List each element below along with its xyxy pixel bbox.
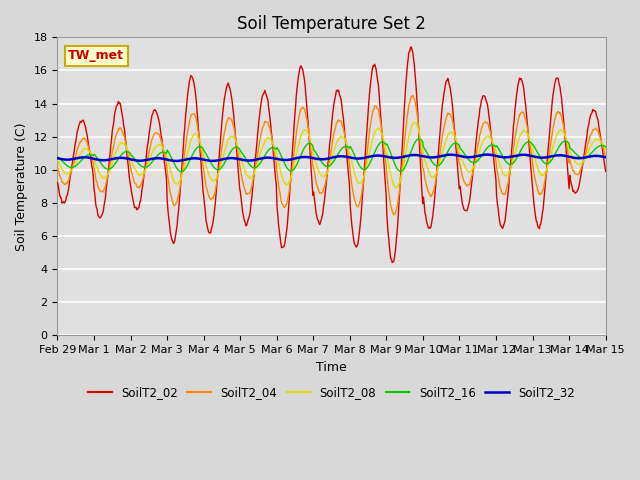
SoilT2_02 — [388, 260, 396, 265]
SoilT2_32 — [177, 158, 184, 164]
SoilT2_32 — [54, 156, 61, 161]
SoilT2_04 — [63, 180, 71, 186]
SoilT2_16 — [54, 154, 61, 159]
SoilT2_08 — [205, 170, 212, 176]
Text: TW_met: TW_met — [68, 49, 124, 62]
SoilT2_04 — [120, 133, 127, 139]
SoilT2_32 — [173, 158, 180, 164]
SoilT2_08 — [602, 147, 609, 153]
Legend: SoilT2_02, SoilT2_04, SoilT2_08, SoilT2_16, SoilT2_32: SoilT2_02, SoilT2_04, SoilT2_08, SoilT2_… — [83, 382, 580, 404]
SoilT2_16 — [415, 136, 422, 142]
SoilT2_16 — [399, 168, 406, 173]
Line: SoilT2_04: SoilT2_04 — [58, 96, 605, 215]
SoilT2_16 — [177, 169, 185, 175]
SoilT2_08 — [54, 157, 61, 163]
SoilT2_08 — [416, 132, 424, 137]
SoilT2_02 — [416, 145, 424, 151]
SoilT2_08 — [399, 166, 406, 172]
SoilT2_02 — [399, 132, 406, 138]
SoilT2_32 — [205, 158, 213, 164]
SoilT2_08 — [63, 171, 71, 177]
SoilT2_04 — [602, 154, 609, 160]
Line: SoilT2_32: SoilT2_32 — [58, 155, 605, 161]
SoilT2_02 — [120, 123, 127, 129]
SoilT2_32 — [63, 157, 71, 163]
SoilT2_32 — [483, 152, 491, 157]
SoilT2_32 — [399, 154, 406, 160]
SoilT2_16 — [416, 136, 424, 142]
Y-axis label: Soil Temperature (C): Soil Temperature (C) — [15, 122, 28, 251]
SoilT2_04 — [175, 188, 183, 194]
SoilT2_02 — [602, 168, 609, 174]
SoilT2_02 — [54, 180, 61, 185]
SoilT2_02 — [205, 228, 212, 234]
Line: SoilT2_02: SoilT2_02 — [58, 47, 605, 263]
SoilT2_16 — [63, 163, 71, 169]
SoilT2_08 — [393, 185, 401, 191]
SoilT2_16 — [205, 156, 213, 162]
SoilT2_04 — [409, 93, 417, 98]
Line: SoilT2_08: SoilT2_08 — [58, 122, 605, 188]
SoilT2_16 — [175, 168, 183, 174]
SoilT2_08 — [410, 120, 418, 125]
SoilT2_02 — [63, 192, 71, 198]
SoilT2_16 — [120, 150, 127, 156]
SoilT2_04 — [205, 192, 212, 198]
SoilT2_08 — [175, 179, 183, 185]
SoilT2_04 — [416, 134, 424, 140]
SoilT2_32 — [602, 155, 609, 160]
SoilT2_04 — [54, 165, 61, 171]
SoilT2_04 — [399, 156, 406, 162]
SoilT2_16 — [602, 144, 609, 150]
SoilT2_32 — [415, 153, 422, 158]
X-axis label: Time: Time — [316, 360, 347, 373]
Title: Soil Temperature Set 2: Soil Temperature Set 2 — [237, 15, 426, 33]
SoilT2_32 — [120, 155, 127, 161]
SoilT2_02 — [408, 44, 415, 50]
SoilT2_04 — [390, 212, 397, 217]
SoilT2_08 — [120, 141, 127, 147]
SoilT2_02 — [175, 197, 183, 203]
Line: SoilT2_16: SoilT2_16 — [58, 139, 605, 172]
